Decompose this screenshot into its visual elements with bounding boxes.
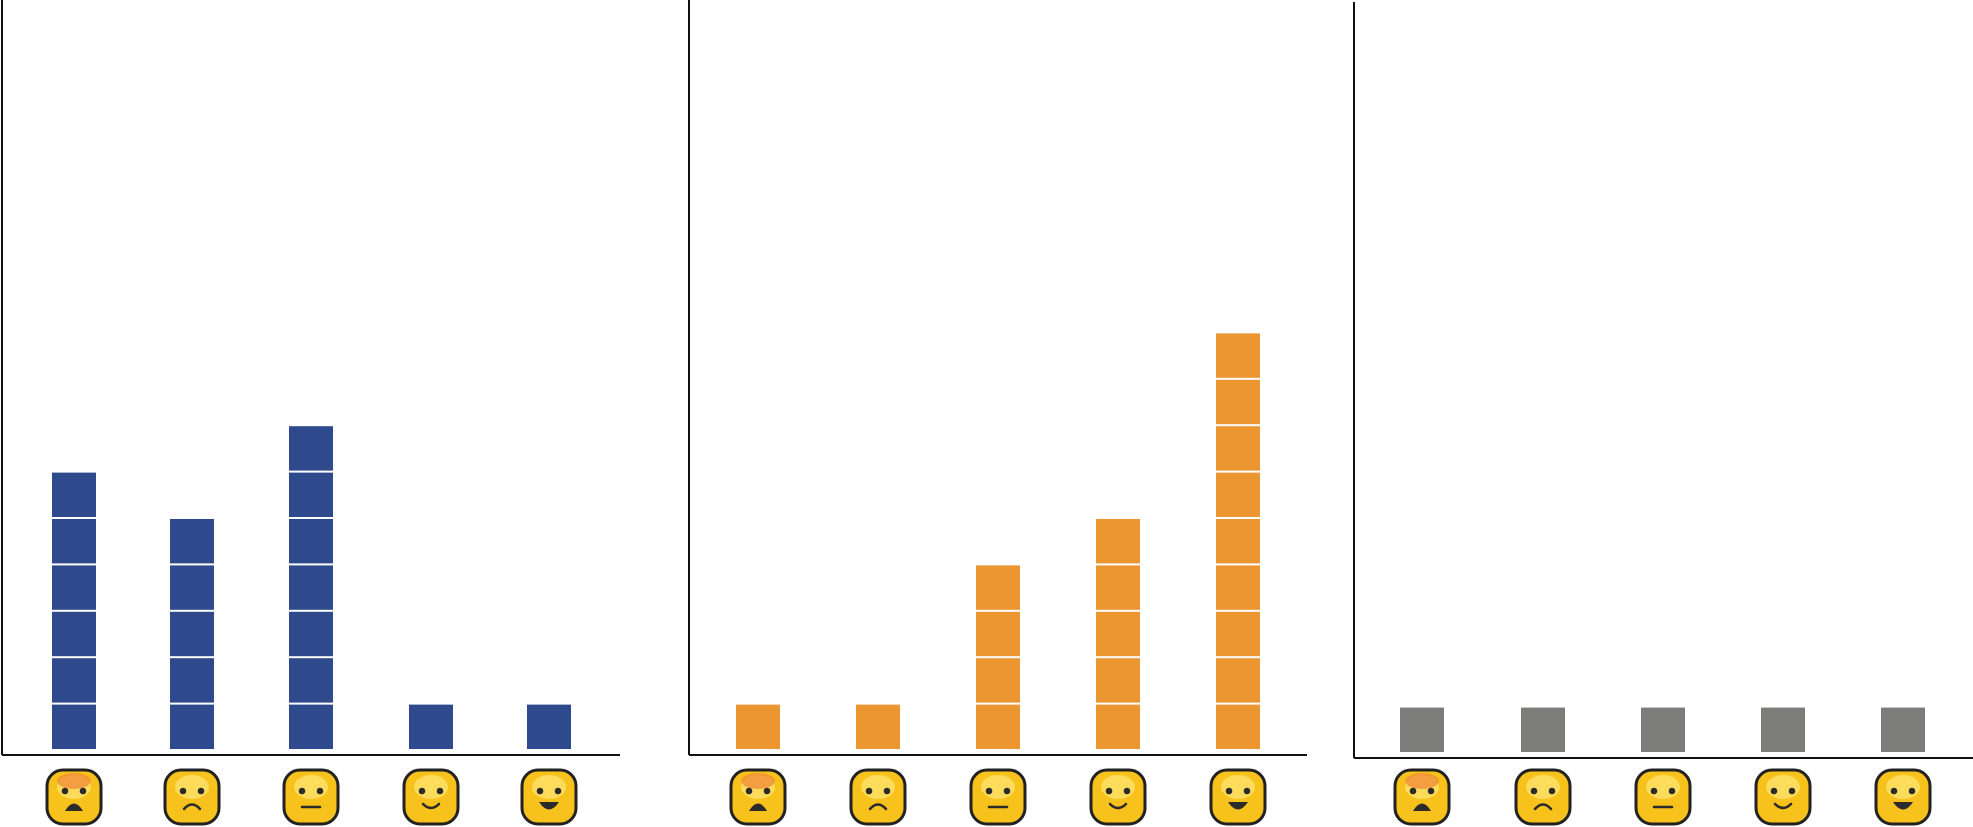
bar-neutral — [976, 565, 1020, 749]
chart-panel-1 — [1, 0, 620, 826]
frowning-face-icon — [1514, 768, 1572, 826]
smiling-face-icon — [402, 768, 460, 826]
unit-square — [170, 704, 214, 749]
unit-square — [976, 565, 1020, 610]
unit-square — [1881, 707, 1925, 752]
neutral-face-icon — [1634, 768, 1692, 826]
anguished-face-icon — [729, 768, 787, 826]
unit-square — [1216, 565, 1260, 610]
chart-panel-2 — [688, 0, 1307, 826]
unit-square — [1641, 707, 1685, 752]
unit-square — [527, 704, 571, 749]
bar-very-happy — [1881, 707, 1925, 752]
unit-square — [1216, 379, 1260, 425]
unit-square — [1216, 519, 1260, 564]
neutral-face-icon — [282, 768, 340, 826]
unit-square — [1521, 707, 1565, 752]
unit-square — [1096, 519, 1140, 564]
unit-square — [52, 519, 96, 564]
unit-square — [856, 704, 900, 749]
anguished-face-icon — [1393, 768, 1451, 826]
grinning-face-icon — [520, 768, 578, 826]
unit-square — [1216, 611, 1260, 657]
unit-square — [289, 426, 333, 471]
bar-unhappy — [170, 519, 214, 749]
unit-square — [52, 658, 96, 703]
unit-square — [289, 565, 333, 610]
unit-square — [976, 658, 1020, 703]
bar-neutral — [1641, 707, 1685, 752]
bar-happy — [1096, 519, 1140, 749]
unit-square — [1096, 658, 1140, 703]
chart-panel-3 — [1353, 2, 1973, 826]
smiling-face-icon — [1754, 768, 1812, 826]
unit-square — [409, 704, 453, 749]
unit-square — [1216, 704, 1260, 749]
unit-square — [1216, 333, 1260, 378]
frowning-face-icon — [163, 768, 221, 826]
unit-square — [1761, 707, 1805, 752]
unit-square — [976, 704, 1020, 749]
unit-square — [1216, 426, 1260, 471]
unit-square — [1096, 704, 1140, 749]
bar-very-unhappy — [1400, 707, 1444, 752]
bar-very-unhappy — [736, 704, 780, 749]
bar-unhappy — [1521, 707, 1565, 752]
smiling-face-icon — [1089, 768, 1147, 826]
unit-square — [976, 611, 1020, 657]
bar-very-unhappy — [52, 472, 96, 749]
neutral-face-icon — [969, 768, 1027, 826]
unit-square — [52, 611, 96, 657]
bar-unhappy — [856, 704, 900, 749]
unit-square — [52, 565, 96, 610]
unit-square — [170, 565, 214, 610]
unit-square — [1216, 658, 1260, 703]
unit-square — [1216, 472, 1260, 517]
anguished-face-icon — [45, 768, 103, 826]
unit-square — [736, 704, 780, 749]
grinning-face-icon — [1874, 768, 1932, 826]
unit-square — [52, 704, 96, 749]
unit-square — [289, 704, 333, 749]
bar-very-happy — [1216, 333, 1260, 749]
unit-square — [52, 472, 96, 517]
unit-square — [289, 472, 333, 517]
unit-square — [170, 658, 214, 703]
bar-happy — [1761, 707, 1805, 752]
unit-square — [1096, 565, 1140, 610]
unit-square — [170, 519, 214, 564]
unit-square — [289, 519, 333, 564]
unit-square — [170, 611, 214, 657]
frowning-face-icon — [849, 768, 907, 826]
unit-square — [1400, 707, 1444, 752]
unit-square — [1096, 611, 1140, 657]
grinning-face-icon — [1209, 768, 1267, 826]
bar-neutral — [289, 426, 333, 749]
bar-happy — [409, 704, 453, 749]
unit-square — [289, 658, 333, 703]
bar-very-happy — [527, 704, 571, 749]
unit-square — [289, 611, 333, 657]
